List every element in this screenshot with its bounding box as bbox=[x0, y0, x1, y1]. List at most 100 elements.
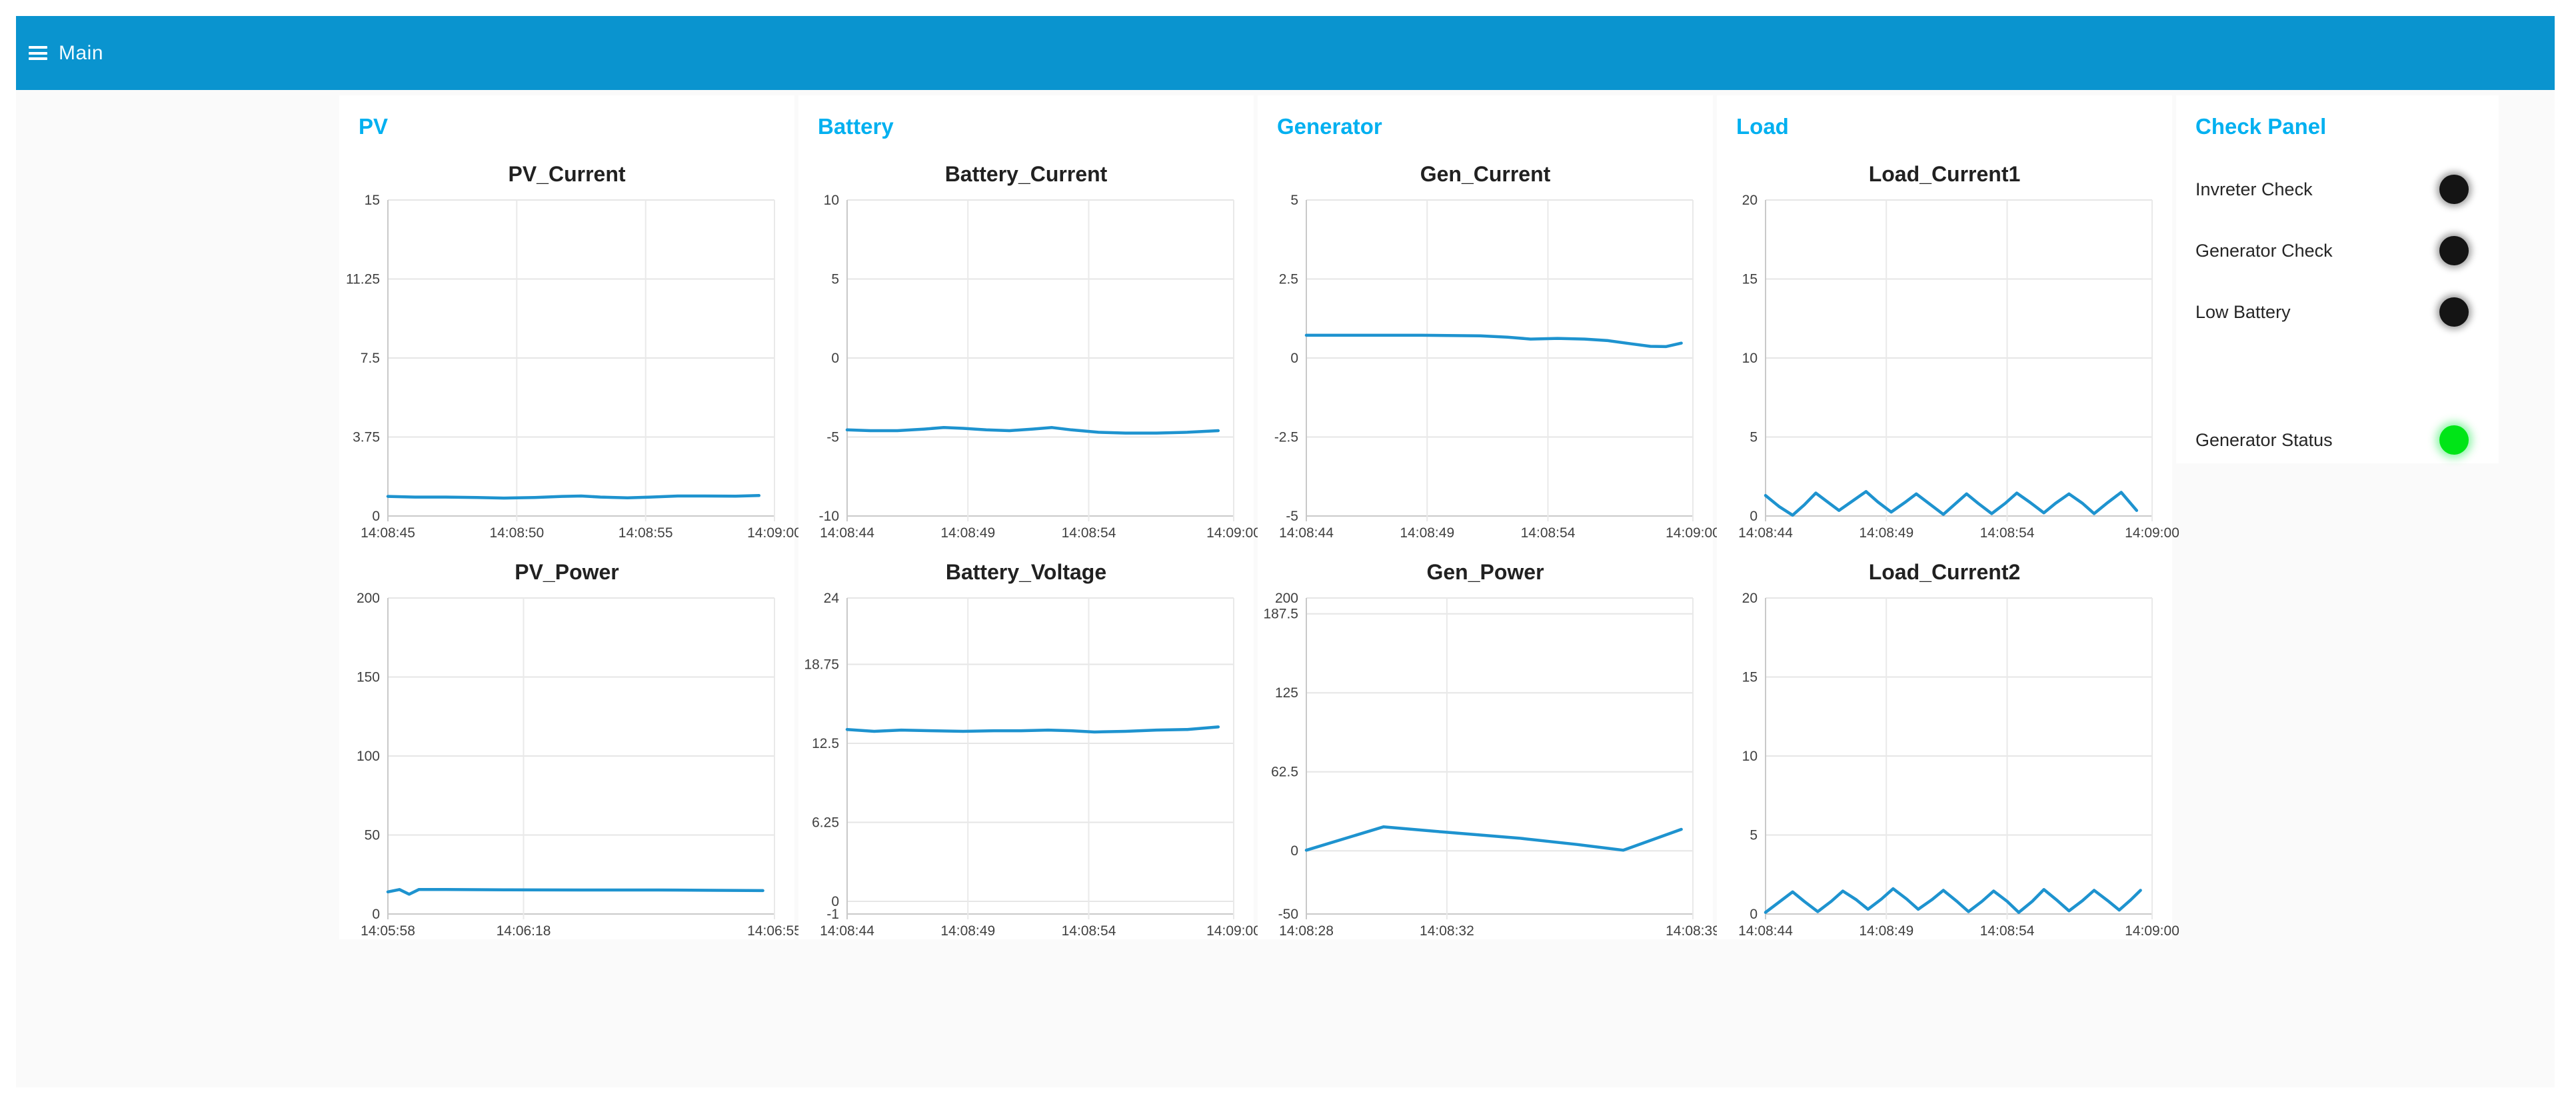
chart-block-pv-current: PV_Current 15 11.25 7.5 3.75 0 14:08:45 14:08:5… bbox=[346, 162, 802, 545]
y-tick-label: 15 bbox=[1742, 670, 1758, 685]
series-line bbox=[845, 725, 1220, 734]
indicator-label: Generator Check bbox=[2195, 240, 2333, 261]
header-title: Main bbox=[59, 41, 104, 64]
chart-block-gen-power: Gen_Power 200 187.5 125 62.5 0 -50 14:08:28 14:0… bbox=[1263, 560, 1720, 943]
chart-panels: PV PV_Current 15 11.25 7.5 3.75 0 14:08:45 14:08… bbox=[339, 95, 2179, 939]
x-tick-label: 14:08:55 bbox=[619, 525, 673, 541]
y-tick-label: 15 bbox=[1742, 272, 1758, 287]
x-tick-label: 14:06:55 bbox=[747, 923, 802, 939]
x-tick-label: 14:08:32 bbox=[1420, 923, 1474, 939]
chart-load-current1: 20 15 10 5 014:08:44 14:08:49 14:08:54 14:09:00 bbox=[1738, 193, 2179, 541]
led-low-battery-off bbox=[2439, 297, 2469, 327]
x-tick-label: 14:09:00 bbox=[2125, 923, 2179, 939]
panel-title: Generator bbox=[1277, 114, 1382, 139]
check-panel-title: Check Panel bbox=[2195, 114, 2327, 139]
chart-title: Battery_Current bbox=[944, 162, 1108, 186]
chart-battery-voltage: 24 18.75 12.5 6.25 0-114:08:44 14:08:49 14:08:… bbox=[804, 591, 1260, 939]
x-tick-label: 14:05:58 bbox=[361, 923, 415, 939]
y-tick-label: 0 bbox=[1290, 351, 1298, 366]
y-tick-label: -1 bbox=[826, 907, 839, 922]
x-tick-label: 14:08:45 bbox=[361, 525, 415, 541]
led-generator-check-off bbox=[2439, 236, 2469, 265]
indicator-label: Generator Status bbox=[2195, 429, 2333, 450]
panels-row: PV PV_Current 15 11.25 7.5 3.75 0 14:08:45 14:08… bbox=[339, 95, 2499, 939]
y-tick-label: 0 bbox=[1290, 843, 1298, 859]
led-generator-status-on bbox=[2439, 425, 2469, 455]
x-tick-label: 14:08:54 bbox=[1521, 525, 1576, 541]
x-tick-label: 14:08:49 bbox=[1859, 923, 1914, 939]
y-tick-label: 0 bbox=[831, 351, 839, 366]
y-tick-label: 10 bbox=[1742, 749, 1758, 764]
y-tick-label: 150 bbox=[357, 670, 380, 685]
series-line bbox=[1764, 887, 2142, 914]
app-header: Main bbox=[16, 16, 2555, 90]
x-tick-label: 14:08:39 bbox=[1666, 923, 1720, 939]
chart-gen-current: 5 2.5 0 -2.5 -514:08:44 14:08:49 14:08:54 14:09… bbox=[1274, 193, 1720, 541]
x-tick-label: 14:08:54 bbox=[1062, 525, 1116, 541]
chart-title: Load_Current1 bbox=[1868, 162, 2021, 186]
x-tick-label: 14:08:44 bbox=[820, 525, 874, 541]
x-tick-label: 14:08:28 bbox=[1279, 923, 1334, 939]
y-tick-label: 0 bbox=[1750, 509, 1758, 524]
panel-title: Load bbox=[1736, 114, 1789, 139]
chart-title: Load_Current2 bbox=[1868, 560, 2021, 584]
x-tick-label: 14:09:00 bbox=[1666, 525, 1720, 541]
chart-title: Battery_Voltage bbox=[945, 560, 1107, 584]
y-tick-label: 10 bbox=[1742, 351, 1758, 366]
y-tick-label: 11.25 bbox=[346, 272, 380, 287]
y-tick-label: 200 bbox=[1275, 591, 1298, 606]
chart-block-load-current1: Load_Current1 20 15 10 5 0 14:08:44 14:08:49 14:… bbox=[1731, 162, 2179, 545]
chart-block-gen-current: Gen_Current 5 2.5 0 -2.5 -5 14:08:44 14:08:49 14… bbox=[1272, 162, 1720, 545]
panel-title: Battery bbox=[818, 114, 894, 139]
y-tick-label: -5 bbox=[826, 430, 839, 445]
x-tick-label: 14:08:49 bbox=[1859, 525, 1914, 541]
hamburger-menu-icon[interactable] bbox=[29, 46, 47, 60]
series-line bbox=[845, 426, 1220, 435]
x-tick-label: 14:08:49 bbox=[940, 923, 995, 939]
chart-block-battery-current: Battery_Current 10 5 0 -5 -10 14:08:44 14:08:49… bbox=[812, 162, 1261, 545]
chart-block-battery-voltage: Battery_Voltage 24 18.75 12.5 6.25 0 -1 14:08:4… bbox=[804, 560, 1260, 943]
chart-block-pv-power: PV_Power 200 150 100 50 0 14:05:58 14:06:18 14:0… bbox=[353, 560, 802, 943]
y-tick-label: 5 bbox=[1750, 430, 1758, 445]
x-tick-label: 14:08:44 bbox=[820, 923, 874, 939]
x-tick-label: 14:09:00 bbox=[1206, 923, 1261, 939]
panel-title: PV bbox=[359, 114, 389, 139]
y-tick-label: 100 bbox=[357, 749, 380, 764]
y-tick-label: 20 bbox=[1742, 193, 1758, 208]
panel-generator: Generator Gen_Current 5 2.5 0 -2.5 -5 14:08:44 1… bbox=[1258, 95, 1720, 939]
y-tick-label: 3.75 bbox=[353, 430, 380, 445]
y-tick-label: 0 bbox=[372, 509, 380, 524]
led-invreter-check-off bbox=[2439, 175, 2469, 204]
x-tick-label: 14:08:54 bbox=[1980, 923, 2035, 939]
y-tick-label: 200 bbox=[357, 591, 380, 606]
indicator-row-generator-check: Generator Check bbox=[2190, 235, 2485, 266]
chart-block-load-current2: Load_Current2 20 15 10 5 0 14:08:44 14:08:49 14:… bbox=[1731, 560, 2179, 943]
y-tick-label: 125 bbox=[1275, 685, 1298, 701]
y-tick-label: -5 bbox=[1286, 509, 1298, 524]
y-tick-label: -10 bbox=[819, 509, 839, 524]
chart-pv-power: 200 150 100 50 014:05:58 14:06:18 14:06:55 bbox=[357, 591, 802, 939]
y-tick-label: 5 bbox=[1290, 193, 1298, 208]
chart-title: Gen_Power bbox=[1426, 560, 1544, 584]
y-tick-label: 10 bbox=[824, 193, 839, 208]
x-tick-label: 14:08:54 bbox=[1062, 923, 1116, 939]
y-tick-label: -50 bbox=[1278, 907, 1298, 922]
x-tick-label: 14:09:00 bbox=[1206, 525, 1261, 541]
y-tick-label: 20 bbox=[1742, 591, 1758, 606]
panel-load: Load Load_Current1 20 15 10 5 0 14:08:44 14:08:4… bbox=[1717, 95, 2179, 939]
y-tick-label: 6.25 bbox=[812, 815, 839, 831]
chart-title: Gen_Current bbox=[1420, 162, 1551, 186]
series-line bbox=[386, 888, 764, 896]
x-tick-label: 14:09:00 bbox=[747, 525, 802, 541]
y-tick-label: 0 bbox=[831, 894, 839, 909]
y-tick-label: 5 bbox=[1750, 828, 1758, 843]
check-panel: Check Panel Invreter Check Generator Chec… bbox=[2176, 95, 2499, 463]
y-tick-label: 24 bbox=[824, 591, 840, 606]
y-tick-label: 7.5 bbox=[361, 351, 380, 366]
x-tick-label: 14:06:18 bbox=[497, 923, 551, 939]
y-tick-label: 187.5 bbox=[1263, 607, 1298, 622]
chart-pv-current: 15 11.25 7.5 3.75 014:08:45 14:08:50 14:08:55 1… bbox=[346, 193, 802, 541]
x-tick-label: 14:09:00 bbox=[2125, 525, 2179, 541]
